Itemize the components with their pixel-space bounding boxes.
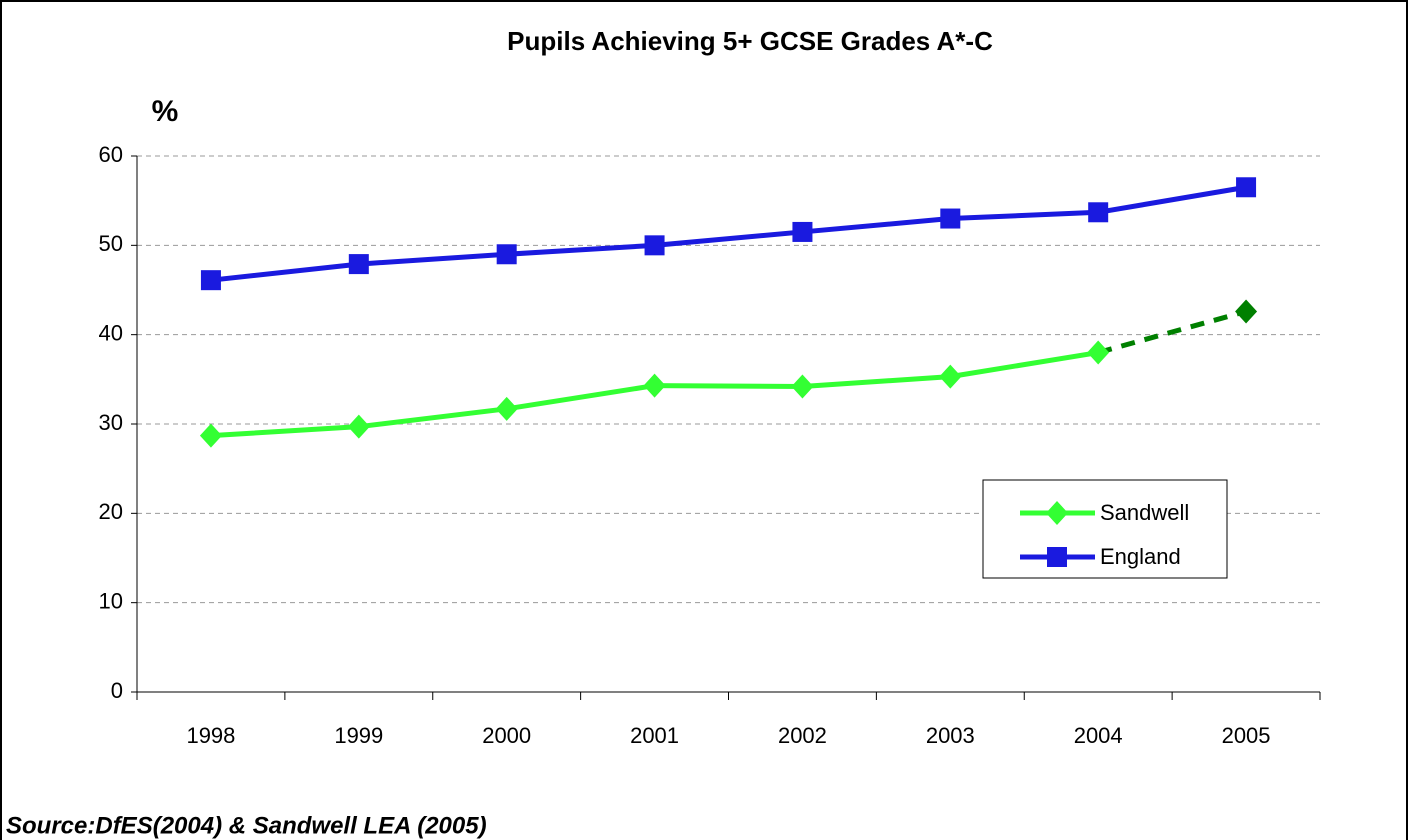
diamond-marker — [643, 373, 666, 398]
x-tick-label: 2003 — [926, 723, 975, 748]
square-marker — [1236, 177, 1257, 198]
diamond-marker — [199, 423, 222, 448]
diamond-marker — [1235, 299, 1258, 324]
x-tick-label: 2000 — [482, 723, 531, 748]
legend-label: England — [1100, 544, 1181, 569]
y-tick-label: 10 — [99, 588, 123, 613]
square-marker — [1088, 202, 1109, 223]
square-marker — [200, 270, 221, 291]
source-note: Source:DfES(2004) & Sandwell LEA (2005) — [6, 812, 487, 839]
y-tick-label: 40 — [99, 320, 123, 345]
y-tick-label: 20 — [99, 499, 123, 524]
legend-box — [982, 479, 1228, 579]
diamond-marker — [939, 364, 962, 389]
square-marker — [792, 221, 813, 242]
chart-title: Pupils Achieving 5+ GCSE Grades A*-C — [507, 26, 993, 56]
square-marker — [940, 208, 961, 229]
diamond-marker — [1046, 501, 1068, 525]
y-tick-label: 60 — [99, 142, 123, 167]
y-axis-label: % — [152, 95, 179, 128]
y-tick-label: 30 — [99, 410, 123, 435]
square-marker — [644, 235, 665, 256]
projection-line — [1097, 309, 1247, 355]
y-tick-label: 0 — [111, 678, 123, 703]
x-tick-label: 1998 — [186, 723, 235, 748]
diamond-marker — [495, 396, 518, 421]
legend-label: Sandwell — [1100, 500, 1189, 525]
y-tick-label: 50 — [99, 231, 123, 256]
x-tick-label: 2002 — [778, 723, 827, 748]
square-marker — [348, 254, 369, 275]
square-marker — [1047, 547, 1067, 567]
x-tick-label: 2001 — [630, 723, 679, 748]
x-tick-label: 2005 — [1222, 723, 1271, 748]
diamond-marker — [1087, 340, 1110, 365]
square-marker — [496, 244, 517, 265]
series-line — [210, 184, 1247, 283]
x-tick-label: 2004 — [1074, 723, 1123, 748]
diamond-marker — [791, 374, 814, 399]
diamond-marker — [347, 414, 370, 439]
x-tick-label: 1999 — [334, 723, 383, 748]
